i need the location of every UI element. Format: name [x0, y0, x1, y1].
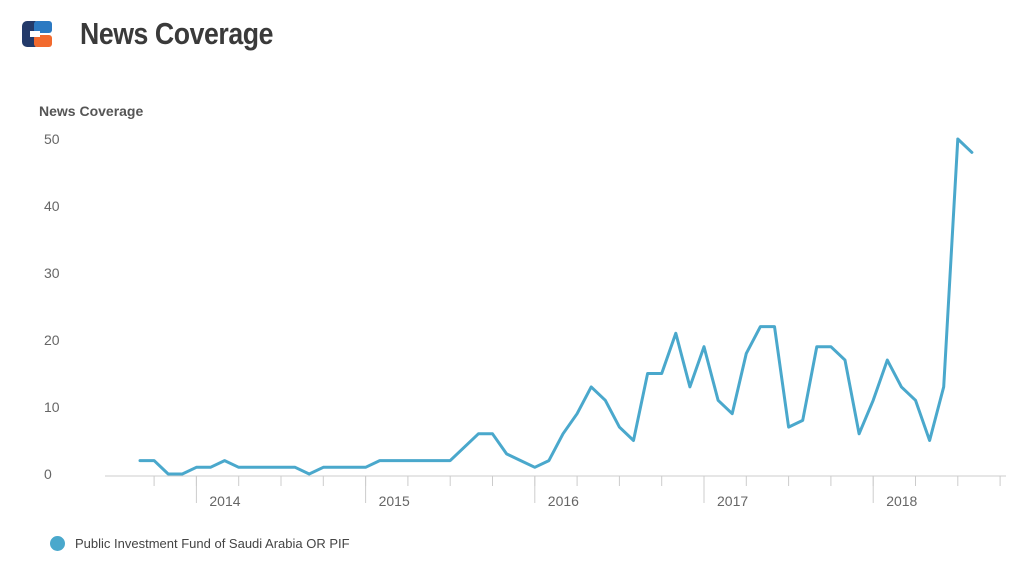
x-tick-label: 2018	[886, 493, 917, 509]
legend-marker	[50, 536, 65, 551]
y-tick-label: 0	[44, 466, 52, 482]
y-tick-label: 10	[44, 399, 60, 415]
x-tick-label: 2016	[548, 493, 579, 509]
brand-logo-icon	[22, 21, 52, 47]
y-tick-label: 40	[44, 198, 60, 214]
x-tick-label: 2015	[379, 493, 410, 509]
page-title: News Coverage	[80, 16, 273, 51]
x-tick-label: 2014	[209, 493, 240, 509]
legend[interactable]: Public Investment Fund of Saudi Arabia O…	[50, 536, 350, 551]
y-tick-label: 50	[44, 131, 60, 147]
y-tick-label: 30	[44, 265, 60, 281]
header: News Coverage	[22, 12, 304, 56]
y-axis-title: News Coverage	[39, 103, 143, 119]
y-tick-label: 20	[44, 332, 60, 348]
y-axis-ticks: 0 10 20 30 40 50	[44, 131, 60, 482]
series-line	[138, 137, 974, 476]
legend-label: Public Investment Fund of Saudi Arabia O…	[75, 536, 350, 551]
x-axis-year-ticks: 2014 2015 2016 2017 2018	[195, 476, 918, 509]
x-tick-label: 2017	[717, 493, 748, 509]
